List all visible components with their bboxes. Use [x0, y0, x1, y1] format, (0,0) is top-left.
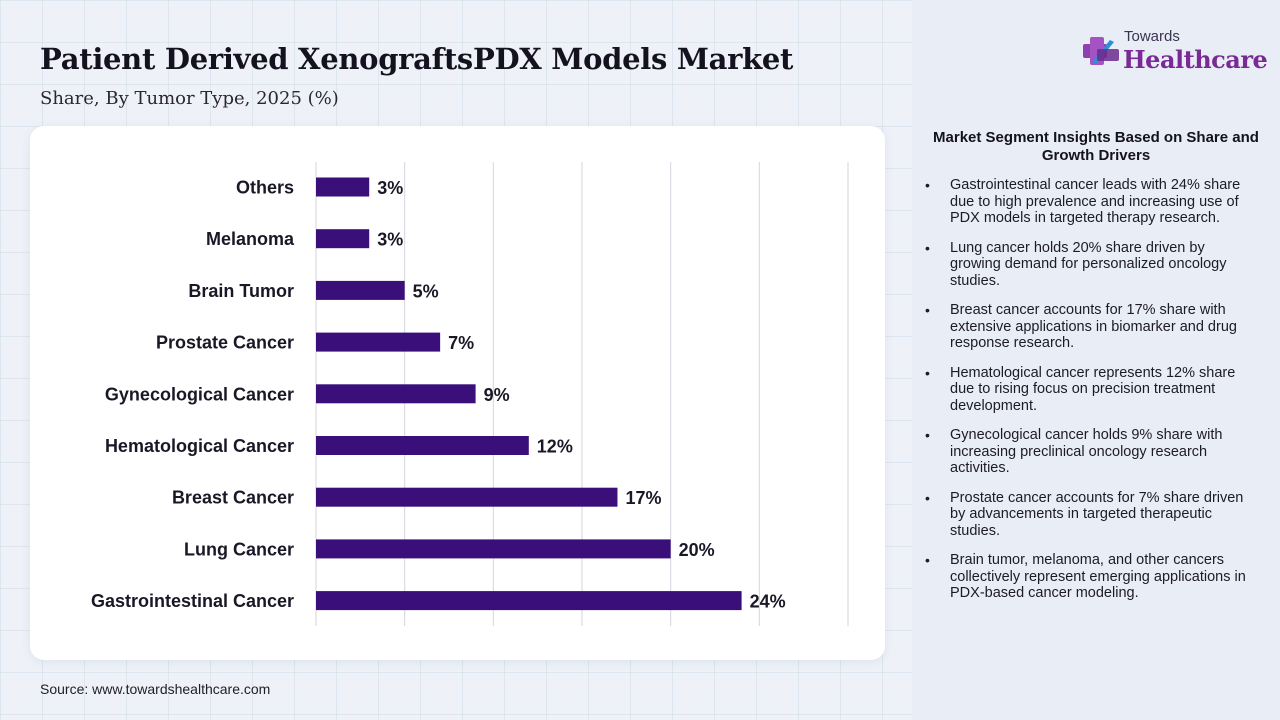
bullet-icon: • — [925, 427, 930, 443]
insight-text: Gynecological cancer holds 9% share with… — [950, 427, 1223, 476]
bar — [316, 436, 529, 455]
category-label: Gastrointestinal Cancer — [91, 591, 294, 611]
insights-title: Market Segment Insights Based on Share a… — [933, 129, 1259, 164]
insight-text: Breast cancer accounts for 17% share wit… — [950, 302, 1237, 351]
insight-item: • Breast cancer accounts for 17% share wi… — [922, 302, 1252, 352]
insights-panel: Towards Healthcare Market Segment Insigh… — [912, 0, 1280, 720]
bullet-icon: • — [925, 177, 930, 193]
insight-item: • Prostate cancer accounts for 7% share d… — [922, 490, 1252, 540]
bar — [316, 591, 742, 611]
insights-list: • Gastrointestinal cancer leads with 24% … — [922, 177, 1252, 615]
bullet-icon: • — [925, 239, 930, 256]
insight-item: • Hematological cancer represents 12% sha… — [922, 365, 1252, 415]
insight-text: Lung cancer holds 20% share driven by gr… — [950, 239, 1227, 289]
logo-text-healthcare: Healthcare — [1123, 45, 1268, 74]
insight-item: • Brain tumor, melanoma, and other cancer… — [922, 552, 1252, 602]
bar — [316, 384, 476, 404]
bullet-icon: • — [925, 489, 930, 506]
bullet-icon: • — [925, 552, 930, 568]
data-label: 7% — [448, 333, 474, 353]
insight-item: • Gastrointestinal cancer leads with 24% … — [922, 177, 1252, 227]
main-area: Patient Derived XenograftsPDX Models Mar… — [30, 42, 885, 697]
brand-logo: Towards Healthcare — [1080, 26, 1268, 78]
category-label: Others — [236, 178, 294, 198]
insight-text: Gastrointestinal cancer leads with 24% s… — [950, 177, 1241, 226]
insight-item: • Lung cancer holds 20% share driven by g… — [922, 240, 1252, 290]
data-label: 24% — [750, 592, 786, 612]
logo-text-towards: Towards — [1124, 28, 1180, 45]
bar-chart: Others 3% Melanoma 3% Brain Tumor 5% Prostate … — [91, 162, 849, 626]
source-note: Source: www.towardshealthcare.com — [40, 681, 271, 697]
insight-text: Brain tumor, melanoma, and other cancers… — [950, 552, 1246, 601]
category-label: Gynecological Cancer — [105, 384, 294, 404]
bar — [316, 229, 370, 249]
bar — [316, 332, 441, 352]
bar — [316, 177, 370, 197]
chart-subtitle: Share, By Tumor Type, 2025 (%) — [40, 88, 339, 109]
data-label: 5% — [413, 281, 439, 301]
insight-text: Hematological cancer represents 12% shar… — [950, 364, 1236, 414]
data-label: 17% — [625, 488, 661, 508]
data-label: 12% — [537, 437, 573, 457]
bar — [316, 539, 671, 559]
category-label: Prostate Cancer — [156, 333, 294, 353]
data-label: 9% — [484, 385, 510, 405]
chart-card: Others 3% Melanoma 3% Brain Tumor 5% Prostate … — [30, 126, 885, 660]
category-label: Melanoma — [206, 229, 295, 249]
category-label: Breast Cancer — [172, 488, 294, 508]
data-label: 3% — [377, 230, 403, 250]
medical-cross-icon — [1083, 37, 1119, 65]
data-label: 3% — [377, 178, 403, 198]
bullet-icon: • — [925, 364, 930, 381]
category-label: Brain Tumor — [188, 281, 294, 301]
bar — [316, 487, 618, 507]
insight-item: • Gynecological cancer holds 9% share wit… — [922, 427, 1252, 477]
category-label: Hematological Cancer — [105, 436, 294, 456]
bullet-icon: • — [925, 302, 930, 318]
data-label: 20% — [679, 540, 715, 560]
insight-text: Prostate cancer accounts for 7% share dr… — [950, 489, 1244, 539]
category-label: Lung Cancer — [184, 539, 294, 559]
bar — [316, 280, 405, 300]
chart-title: Patient Derived XenograftsPDX Models Mar… — [40, 42, 794, 76]
